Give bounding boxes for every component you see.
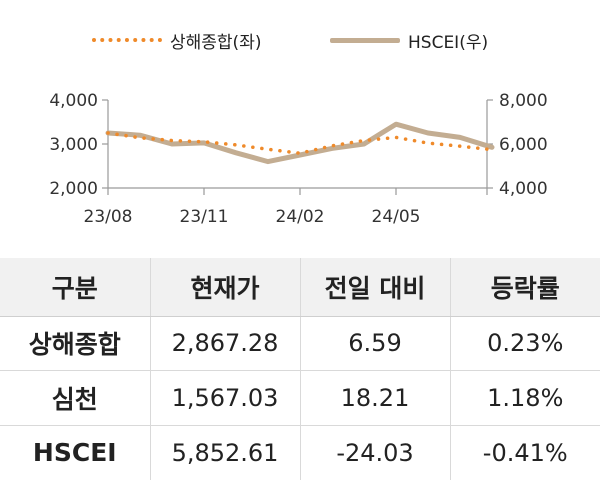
header-current-price: 현재가 — [150, 258, 301, 317]
right-axis-tick-label: 6,000 — [499, 135, 548, 155]
row-change: 18.21 — [300, 370, 451, 426]
row-rate: 1.18% — [450, 370, 600, 426]
legend-swatch-solid — [330, 37, 400, 43]
x-axis-tick-label: 24/02 — [276, 207, 325, 227]
header-category: 구분 — [0, 258, 151, 317]
legend-item-hscei: HSCEI(우) — [330, 30, 489, 53]
legend-label-hscei: HSCEI(우) — [408, 32, 489, 53]
x-axis-tick-label: 24/05 — [372, 207, 421, 227]
row-name: 상해종합 — [0, 316, 151, 372]
left-axis-tick-label: 2,000 — [49, 179, 98, 199]
row-change: -24.03 — [300, 425, 451, 480]
row-rate: 0.23% — [450, 316, 600, 372]
row-price: 1,567.03 — [150, 370, 301, 426]
chart-axes — [102, 99, 493, 195]
header-change: 전일 대비 — [300, 258, 451, 317]
table-row: 심천 1,567.03 18.21 1.18% — [0, 370, 600, 426]
legend-swatch-dotted — [92, 38, 162, 42]
table-row: HSCEI 5,852.61 -24.03 -0.41% — [0, 425, 600, 480]
chart-tick-labels: 4,000 3,000 2,000 8,000 6,000 4,000 23/08 23/11… — [49, 91, 547, 227]
table-row: 상해종합 2,867.28 6.59 0.23% — [0, 316, 600, 372]
table-header-row: 구분 현재가 전일 대비 등락률 — [0, 258, 600, 317]
row-name: HSCEI — [0, 425, 151, 480]
index-table: 구분 현재가 전일 대비 등락률 상해종합 2,867.28 6.59 0.23… — [0, 258, 600, 480]
line-chart: 4,000 3,000 2,000 8,000 6,000 4,000 23/08 23/11… — [49, 91, 547, 227]
series-line-shanghai — [106, 131, 494, 155]
left-axis-tick-label: 3,000 — [49, 135, 98, 155]
legend-item-shanghai: 상해종합(좌) — [92, 30, 262, 53]
series-line-hscei — [105, 121, 495, 165]
x-axis-tick-label: 23/11 — [180, 207, 229, 227]
x-axis-tick-label: 23/08 — [84, 207, 133, 227]
chart-series — [105, 121, 495, 165]
row-name: 심천 — [0, 370, 151, 426]
row-rate: -0.41% — [482, 438, 568, 467]
row-change: 6.59 — [300, 316, 451, 372]
row-price: 5,852.61 — [150, 425, 301, 480]
row-price: 2,867.28 — [150, 316, 301, 372]
right-axis-tick-label: 8,000 — [499, 91, 548, 111]
legend-label-shanghai: 상해종합(좌) — [170, 32, 262, 53]
right-axis-tick-label: 4,000 — [499, 179, 548, 199]
header-change-rate: 등락률 — [450, 258, 600, 317]
left-axis-tick-label: 4,000 — [49, 91, 98, 111]
